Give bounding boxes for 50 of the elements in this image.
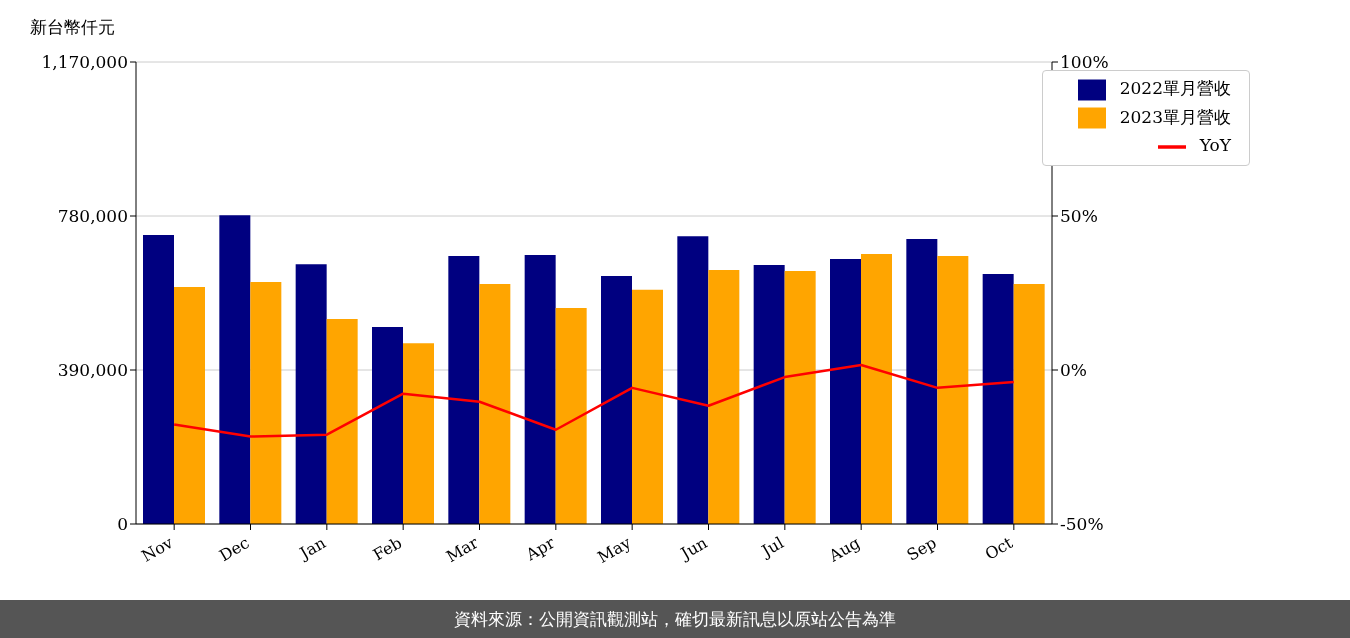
legend-label: 2023單月營收: [1119, 106, 1231, 127]
bar: [830, 259, 861, 524]
bar: [372, 326, 403, 524]
bar: [753, 264, 785, 524]
x-tick-label: Sep: [903, 533, 940, 565]
bar: [174, 287, 205, 524]
bar: [906, 238, 938, 524]
line-series: [172, 363, 1016, 438]
bar: [937, 255, 969, 524]
bar: [250, 281, 282, 524]
source-note: 資料來源：公開資訊觀測站，確切最新訊息以原站公告為準: [0, 600, 1350, 638]
bar: [708, 270, 740, 524]
bar: [1013, 283, 1045, 524]
bar: [982, 274, 1014, 524]
bar: [326, 319, 358, 524]
x-tick-label: Jan: [294, 533, 329, 564]
bar: [295, 264, 327, 524]
x-tick-label: Jul: [756, 533, 787, 562]
bar: [632, 289, 663, 524]
x-tick-label: May: [594, 533, 635, 567]
y2-tick-label: 0%: [1060, 360, 1087, 381]
bar: [555, 308, 587, 524]
y2-tick-label: 50%: [1060, 206, 1098, 227]
legend-label: 2022單月營收: [1119, 78, 1231, 98]
y2-tick-label: 100%: [1060, 52, 1109, 73]
x-tick-label: Jun: [675, 533, 711, 564]
y2-tick-label: -50%: [1060, 514, 1104, 535]
bar: [524, 255, 556, 524]
bar: [448, 255, 480, 524]
bar: [784, 270, 816, 524]
bar: [479, 283, 511, 524]
y-tick-label: 0: [117, 514, 128, 535]
x-tick-label: Oct: [981, 532, 1017, 564]
x-tick-label: Mar: [442, 532, 482, 567]
bar: [219, 215, 251, 524]
y-axis-title: 新台幣仟元: [30, 16, 115, 39]
y-tick-label: 1,170,000: [41, 52, 128, 73]
x-tick-label: Nov: [138, 533, 177, 566]
bar: [861, 253, 892, 524]
x-tick-label: Apr: [521, 532, 559, 565]
x-tick-label: Aug: [824, 533, 864, 567]
x-tick-label: Dec: [215, 532, 253, 566]
bar: [403, 343, 434, 524]
y-tick-label: 390,000: [57, 360, 128, 381]
bar: [601, 276, 632, 524]
y-tick-label: 780,000: [57, 206, 128, 227]
bar: [677, 236, 709, 524]
bar: [143, 234, 174, 524]
legend-label: YoY: [1199, 135, 1231, 155]
x-tick-label: Feb: [369, 533, 406, 565]
